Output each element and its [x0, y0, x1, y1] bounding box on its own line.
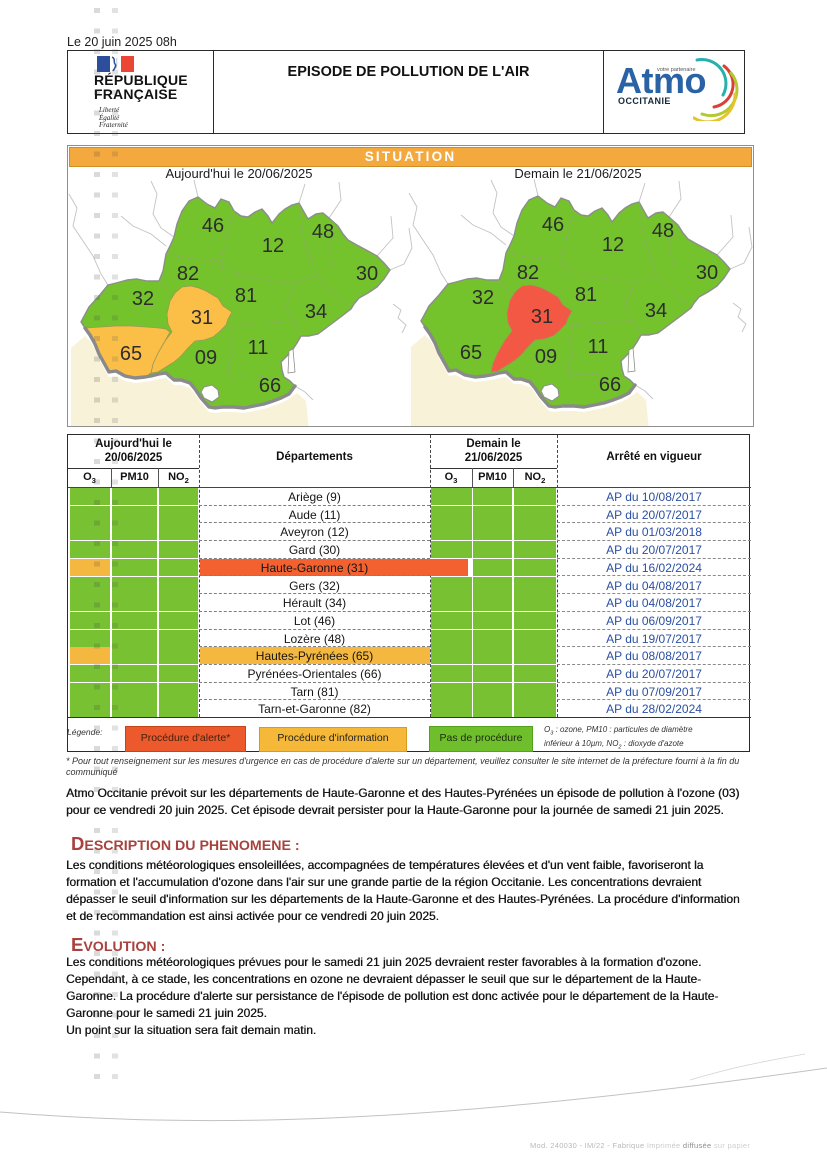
svg-text:66: 66: [599, 374, 621, 396]
svg-text:12: 12: [262, 235, 284, 257]
svg-text:48: 48: [312, 221, 334, 243]
svg-text:66: 66: [259, 375, 281, 397]
svg-text:65: 65: [120, 343, 142, 365]
svg-text:32: 32: [132, 288, 154, 310]
svg-text:31: 31: [191, 307, 213, 329]
svg-text:48: 48: [652, 220, 674, 242]
svg-text:46: 46: [202, 215, 224, 237]
svg-text:34: 34: [305, 301, 327, 323]
svg-text:31: 31: [531, 306, 553, 328]
svg-text:30: 30: [696, 262, 718, 284]
svg-text:81: 81: [575, 284, 597, 306]
svg-text:30: 30: [356, 263, 378, 285]
svg-text:09: 09: [195, 347, 217, 369]
svg-text:46: 46: [542, 214, 564, 236]
svg-text:82: 82: [517, 262, 539, 284]
svg-text:82: 82: [177, 263, 199, 285]
svg-text:81: 81: [235, 285, 257, 307]
svg-text:32: 32: [472, 287, 494, 309]
svg-text:65: 65: [460, 342, 482, 364]
svg-text:11: 11: [588, 336, 609, 358]
svg-text:12: 12: [602, 234, 624, 256]
svg-text:34: 34: [645, 300, 667, 322]
svg-text:11: 11: [248, 337, 269, 359]
svg-text:09: 09: [535, 346, 557, 368]
